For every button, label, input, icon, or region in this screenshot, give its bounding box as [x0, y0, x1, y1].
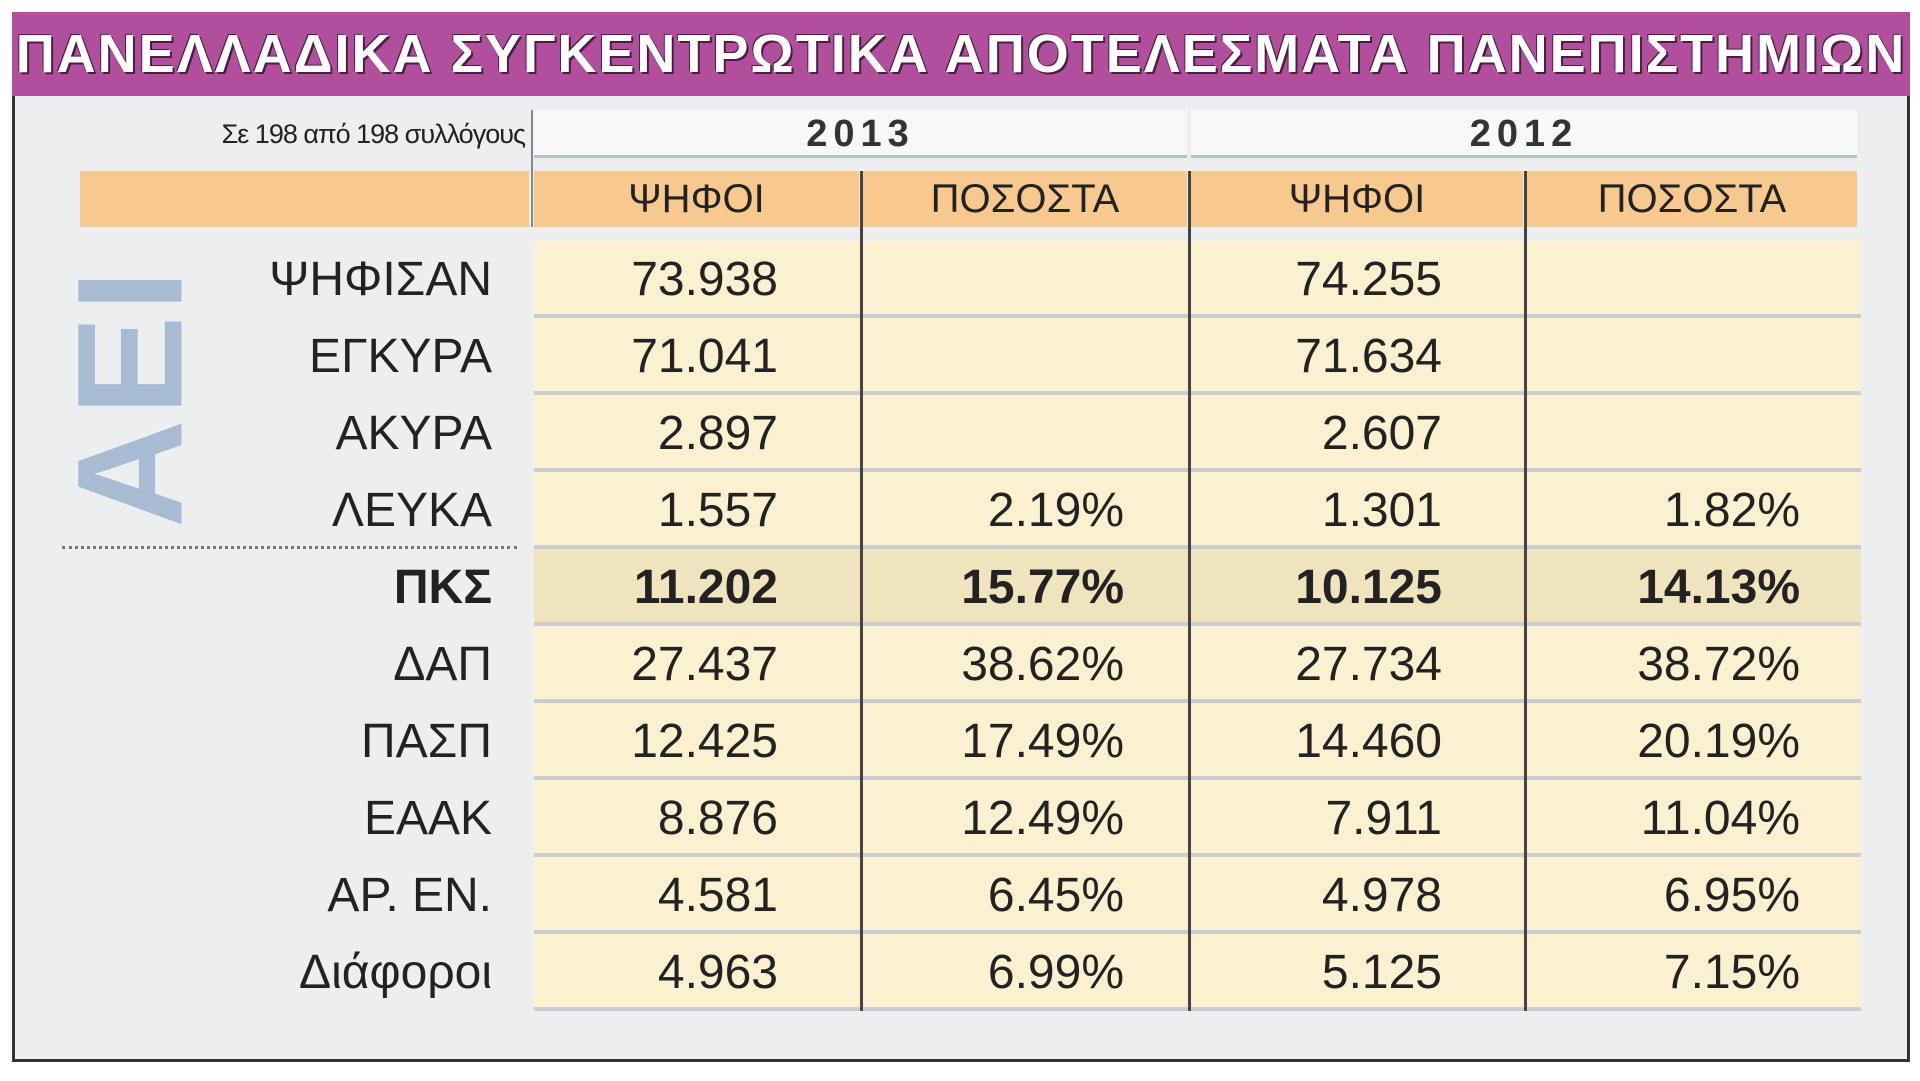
cell: 8.876: [657, 792, 778, 845]
note: Σε 198 από 198 συλλόγους: [221, 119, 526, 149]
row-label: Διάφοροι: [299, 946, 492, 999]
row-label: ΠΚΣ: [393, 561, 492, 614]
row-label: ΑΚΥΡΑ: [335, 407, 492, 460]
cell: 15.77%: [961, 561, 1124, 614]
cell: 4.978: [1321, 869, 1442, 922]
row-background: [534, 780, 1861, 857]
row-label: ΑΡ. ΕΝ.: [327, 869, 492, 922]
cell: 20.19%: [1637, 715, 1800, 768]
cell: 38.62%: [961, 638, 1124, 691]
title: ΠΑΝΕΛΛΑΔΙΚΑ ΣΥΓΚΕΝΤΡΩΤΙΚΑ ΑΠΟΤΕΛΕΣΜΑΤΑ Π…: [12, 12, 1910, 96]
cell: 17.49%: [961, 715, 1124, 768]
cell: 27.437: [631, 638, 778, 691]
cell: 1.82%: [1663, 484, 1800, 537]
row-label: ΠΑΣΠ: [360, 715, 492, 768]
cell: 2.19%: [987, 484, 1124, 537]
cell: 6.45%: [987, 869, 1124, 922]
cell: 14.13%: [1637, 561, 1800, 614]
row-background: [534, 857, 1861, 934]
year-header: 2013: [534, 110, 1187, 158]
column-header: ΨΗΦΟΙ: [534, 171, 859, 227]
cell: 27.734: [1295, 638, 1442, 691]
cell: 2.607: [1321, 407, 1442, 460]
row-background: [534, 241, 1861, 318]
cell: 11.04%: [1640, 792, 1800, 845]
column-header: ΠΟΣΟΣΤΑ: [863, 171, 1187, 227]
cell: 38.72%: [1637, 638, 1800, 691]
row-label: ΛΕΥΚΑ: [331, 484, 492, 537]
cell: 74.255: [1295, 253, 1442, 306]
cell: 2.897: [657, 407, 778, 460]
cell: 73.938: [631, 253, 778, 306]
cell: 10.125: [1295, 561, 1442, 614]
cell: 11.202: [633, 561, 778, 614]
row-background: [534, 395, 1861, 472]
cell: 6.95%: [1663, 869, 1800, 922]
cell: 71.041: [631, 330, 778, 383]
cell: 1.557: [657, 484, 778, 537]
column-divider: [1188, 171, 1191, 1011]
cell: 12.49%: [961, 792, 1124, 845]
column-divider: [531, 110, 533, 227]
cell: 14.460: [1295, 715, 1442, 768]
cell: 5.125: [1321, 946, 1442, 999]
cell: 4.581: [657, 869, 778, 922]
row-background: [534, 703, 1861, 780]
cell: 4.963: [657, 946, 778, 999]
row-label: ΕΓΚΥΡΑ: [309, 330, 492, 383]
row-background: [534, 549, 1861, 626]
row-label: ΨΗΦΙΣΑΝ: [269, 253, 492, 306]
header-band: [80, 171, 529, 227]
year-header: 2012: [1191, 110, 1857, 158]
row-background: [534, 626, 1861, 703]
cell: 1.301: [1321, 484, 1442, 537]
side-label-box: ΑΕΙ: [46, 262, 214, 532]
column-divider: [1524, 171, 1527, 1011]
row-background: [534, 934, 1861, 1011]
cell: 7.15%: [1663, 946, 1800, 999]
cell: 71.634: [1295, 330, 1442, 383]
separator: [62, 546, 517, 549]
cell: 7.911: [1325, 792, 1442, 845]
row-background: [534, 472, 1861, 549]
column-header: ΠΟΣΟΣΤΑ: [1527, 171, 1857, 227]
cell: 6.99%: [987, 946, 1124, 999]
cell: 12.425: [631, 715, 778, 768]
column-divider: [860, 171, 863, 1011]
row-label: ΕΑΑΚ: [363, 792, 492, 845]
column-header: ΨΗΦΟΙ: [1191, 171, 1523, 227]
row-background: [534, 318, 1861, 395]
row-label: ΔΑΠ: [393, 638, 492, 691]
